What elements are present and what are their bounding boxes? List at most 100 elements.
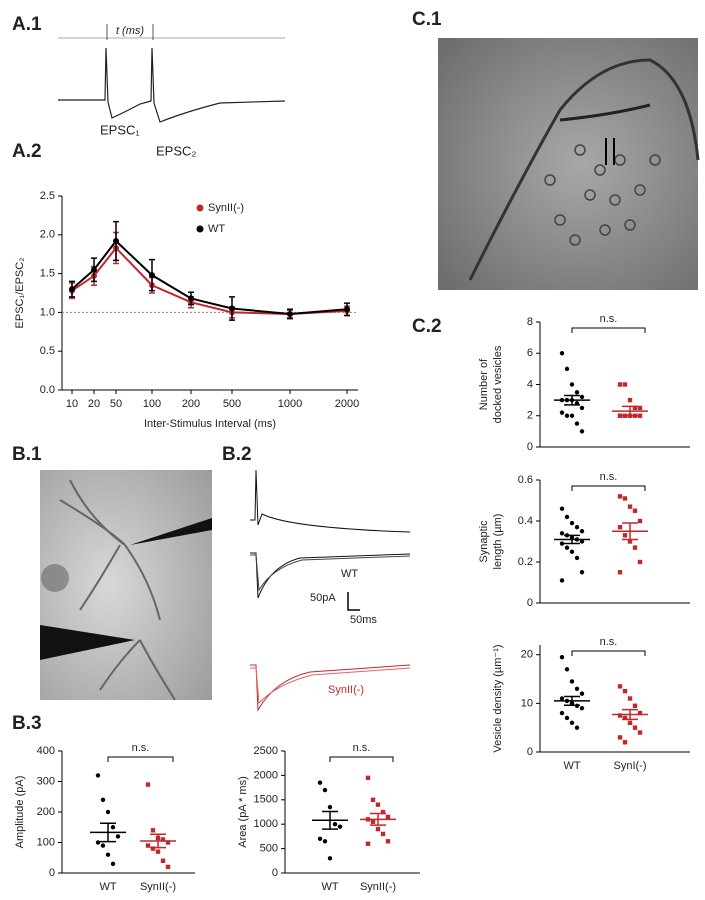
y-tick-label: 0 <box>527 746 533 758</box>
y-tick-label: 200 <box>37 806 55 818</box>
bracket <box>571 650 646 656</box>
point <box>564 413 570 418</box>
y-axis-label: Number of <box>478 358 490 410</box>
legend-label: WT <box>208 223 225 235</box>
y-tick-label: 500 <box>260 843 278 855</box>
sem-bar <box>564 394 580 406</box>
point <box>385 839 391 844</box>
point <box>617 713 623 718</box>
interval-label: t (ms) <box>116 25 144 37</box>
point <box>574 555 580 561</box>
sem-bar <box>370 812 386 826</box>
point <box>564 514 570 520</box>
x-tick-label: 100 <box>143 398 161 410</box>
point <box>327 804 333 810</box>
y-tick-label: 300 <box>37 775 55 787</box>
point <box>622 533 628 538</box>
point <box>627 539 633 544</box>
point <box>160 837 166 842</box>
point <box>105 809 111 815</box>
point <box>617 570 623 575</box>
point <box>91 266 97 273</box>
point <box>559 654 565 660</box>
point <box>622 689 628 694</box>
point <box>579 706 585 711</box>
point <box>574 390 580 395</box>
point <box>559 351 565 356</box>
point <box>559 541 565 546</box>
sem-bar <box>622 522 638 541</box>
point <box>564 366 570 372</box>
scale-label: 50ms <box>350 614 377 626</box>
sem-bar <box>564 695 580 707</box>
sem-bar <box>564 534 580 545</box>
point <box>110 861 116 867</box>
point <box>287 310 293 317</box>
x-tick-label: 10 <box>66 398 78 410</box>
point <box>637 405 643 411</box>
y-tick-label: 100 <box>37 836 55 848</box>
point <box>380 809 386 815</box>
point <box>375 826 381 832</box>
x-tick-label: 500 <box>223 398 241 410</box>
point <box>160 858 166 863</box>
point <box>632 508 638 513</box>
y-axis-label: length (µm) <box>492 514 504 570</box>
y-tick-label: 2.5 <box>40 190 55 202</box>
y-tick-label: 0 <box>527 441 533 453</box>
y-tick-label: 2000 <box>254 769 278 781</box>
point <box>637 559 643 565</box>
panel-label: A.1 <box>12 14 42 35</box>
annotation: n.s. <box>600 313 618 325</box>
point <box>559 696 565 701</box>
point <box>165 864 171 870</box>
bracket <box>329 756 394 762</box>
point <box>380 831 386 837</box>
point <box>637 710 643 716</box>
bracket <box>107 756 174 762</box>
bracket <box>571 327 646 333</box>
y-axis-label: Vesicle density (µm⁻¹) <box>492 644 504 752</box>
series-line <box>71 239 348 315</box>
point <box>365 841 371 846</box>
x-tick-label: SynI(-) <box>614 760 647 772</box>
micrograph-em <box>438 38 700 290</box>
point <box>622 496 628 501</box>
legend-label: SynII(-) <box>208 202 244 214</box>
point <box>569 720 575 726</box>
y-axis-label: EPSC₁/EPSC₂ <box>14 258 26 329</box>
point <box>579 529 585 534</box>
y-tick-label: 10 <box>521 697 533 709</box>
point <box>155 849 161 854</box>
peak-label: EPSC₂ <box>156 143 196 158</box>
annotation: n.s. <box>600 636 618 648</box>
trace-label: WT <box>341 568 358 580</box>
y-tick-label: 0.5 <box>40 345 55 357</box>
point <box>617 494 623 499</box>
point <box>617 413 623 418</box>
point <box>95 773 101 778</box>
point <box>637 730 643 735</box>
y-tick-label: 1.0 <box>40 306 55 318</box>
y-tick-label: 2500 <box>254 745 278 757</box>
point <box>110 825 116 830</box>
x-tick-label: 200 <box>182 398 200 410</box>
point <box>150 828 156 833</box>
annotation: n.s. <box>132 742 150 754</box>
x-tick-label: 2000 <box>335 398 359 410</box>
point <box>632 405 638 411</box>
point <box>564 667 570 672</box>
point <box>617 735 623 740</box>
x-tick-label: SynII(-) <box>140 881 176 893</box>
legend-marker <box>196 204 204 212</box>
x-tick-label: WT <box>99 881 116 893</box>
y-tick-label: 1000 <box>254 818 278 830</box>
point <box>317 780 323 785</box>
panel-label: C.1 <box>412 9 442 30</box>
point <box>574 524 580 530</box>
point <box>105 852 111 857</box>
point <box>327 856 333 861</box>
point <box>100 797 106 802</box>
y-tick-label: 0.6 <box>518 474 533 486</box>
y-tick-label: 8 <box>527 316 533 328</box>
